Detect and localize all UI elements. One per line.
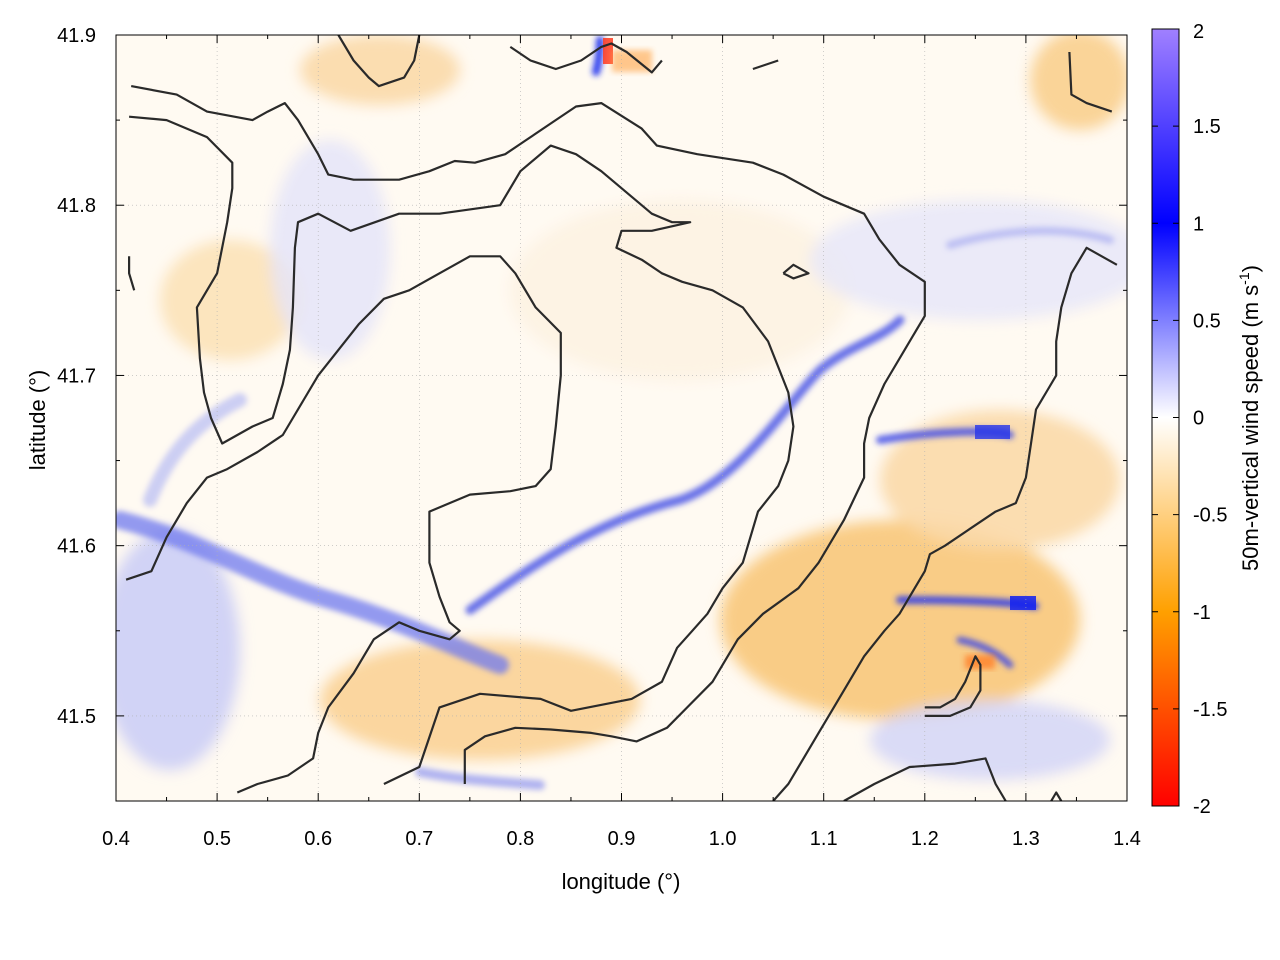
heatmap-field [116, 35, 1127, 790]
colorbar-tick-label: -1.5 [1193, 699, 1227, 721]
colorbar-label-main: 50m-vertical wind speed (m s [1238, 285, 1263, 571]
heatmap-blue-spot-east [1010, 596, 1036, 610]
heatmap-blue-southwest [116, 530, 240, 770]
terrain-contours [125, 35, 1118, 801]
heatmap-blue-spot-ridge [975, 425, 1010, 439]
x-tick-label: 1.3 [1012, 828, 1040, 850]
contour-line-4 [125, 255, 562, 794]
heatmap-blue-south [870, 700, 1110, 780]
contour-line-7 [752, 59, 779, 71]
y-tick-label: 41.6 [57, 536, 96, 558]
heatmap-orange-east [880, 410, 1120, 550]
y-tick-label: 41.7 [57, 365, 96, 387]
colorbar-tick-label: 2 [1193, 21, 1204, 43]
contour-line-10 [772, 246, 1118, 801]
y-axis-label: latitude (°) [25, 370, 50, 471]
x-tick-label: 0.4 [102, 828, 130, 850]
x-tick-label: 0.5 [203, 828, 231, 850]
x-tick-label: 0.8 [506, 828, 534, 850]
x-tick-label: 0.7 [405, 828, 433, 850]
heatmap-red-spot [603, 38, 613, 64]
colorbar-tick-label: -1 [1193, 602, 1211, 624]
heatmap-blue-streak-small [956, 636, 1014, 669]
colorbar-tick-label: -0.5 [1193, 505, 1227, 527]
y-tick-label: 41.5 [57, 706, 96, 728]
contour-line-9 [782, 263, 810, 280]
heatmap-blue-spot-north [592, 36, 604, 76]
contour-line-6 [509, 42, 663, 74]
colorbar-label: 50m-vertical wind speed (m s-1) [1236, 265, 1263, 571]
colorbar-label-close: ) [1238, 265, 1263, 272]
x-tick-label: 1.2 [911, 828, 939, 850]
heatmap-blue-west [270, 140, 390, 360]
heatmap-orange-southeast [720, 520, 1080, 720]
heatmap-blue-northeast [810, 200, 1127, 320]
heatmap-blue-ridge [465, 315, 905, 615]
heatmap-orange-north [300, 35, 460, 105]
colorbar-tick-label: 0 [1193, 408, 1204, 430]
x-axis-label: longitude (°) [562, 869, 681, 894]
colorbar-label-superscript: -1 [1236, 272, 1252, 285]
x-tick-label: 1.0 [709, 828, 737, 850]
heatmap-blue-streak-northeast [946, 226, 1114, 249]
heatmap-soft-regions [116, 35, 1127, 780]
contour-line-2 [129, 115, 795, 785]
y-axis: 41.5 41.6 41.7 41.8 41.9 [57, 25, 1127, 802]
y-tick-label: 41.8 [57, 195, 96, 217]
heatmap-blue-streak-bottom [415, 767, 545, 790]
colorbar-tick-label: 0.5 [1193, 310, 1221, 332]
contour-line-3 [128, 256, 136, 291]
contour-line-12 [843, 757, 1007, 801]
contour-line-1 [130, 85, 926, 784]
heatmap-blue-streak [143, 393, 247, 507]
colorbar-tick-label: 1 [1193, 213, 1204, 235]
x-tick-label: 0.9 [608, 828, 636, 850]
heatmap-orange-spot [612, 50, 652, 72]
x-tick-label: 1.4 [1113, 828, 1141, 850]
colorbar-tick-label: 1.5 [1193, 116, 1221, 138]
colorbar-ticks: -2 -1.5 -1 -0.5 0 0.5 1 1.5 2 [1152, 21, 1227, 818]
colorbar-tick-label: -2 [1193, 796, 1211, 818]
y-tick-label: 41.9 [57, 25, 96, 47]
contour-line-8 [1068, 51, 1113, 113]
contour-line-5 [337, 35, 421, 88]
heatmap-orange-west [160, 240, 300, 360]
x-tick-label: 0.6 [304, 828, 332, 850]
x-axis: 0.4 0.5 0.6 0.7 0.8 0.9 1.0 1.1 1.2 1.3 1.4 [102, 35, 1141, 850]
x-tick-label: 1.1 [810, 828, 838, 850]
heatmap-orange-northeast [1030, 35, 1127, 130]
contour-line-11 [924, 655, 982, 718]
heatmap-blue-band-south [116, 511, 509, 674]
contour-line-13 [1050, 791, 1063, 801]
heatmap-pale-center [510, 200, 850, 380]
